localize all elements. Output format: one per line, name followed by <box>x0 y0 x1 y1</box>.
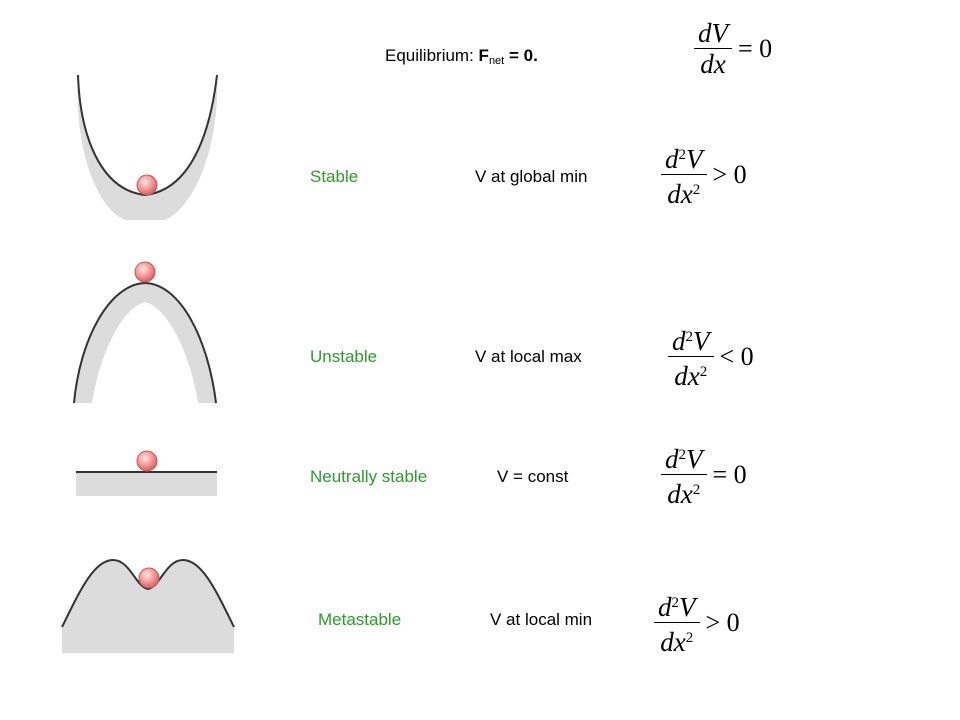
row-label-unstable: Unstable <box>310 347 378 366</box>
relation-neutral: = 0 <box>712 459 747 489</box>
stable-potential-diagram <box>77 75 218 220</box>
equation-unstable: d2V dx2 < 0 <box>668 322 754 391</box>
header-prefix: Equilibrium: <box>385 46 474 65</box>
force-equals: = 0. <box>508 46 538 65</box>
ball-icon <box>136 450 158 472</box>
row-label-metastable: Metastable <box>318 610 402 629</box>
metastable-potential-diagram <box>61 558 235 653</box>
header-equation: dV dx = 0 <box>694 18 772 79</box>
fraction-bar <box>694 48 732 49</box>
header-title: Equilibrium: Fnet = 0. <box>385 46 538 67</box>
equation-neutral: d2V dx2 = 0 <box>661 440 747 509</box>
row-label-neutrally-stable: Neutrally stable <box>310 467 428 486</box>
header-denominator: dx <box>700 49 726 79</box>
force-subscript: net <box>488 55 505 67</box>
relation-unstable: < 0 <box>719 341 754 371</box>
unstable-potential-diagram <box>73 261 217 404</box>
ball-icon <box>138 567 160 589</box>
row-desc-stable: V at global min <box>475 167 588 186</box>
row-label-stable: Stable <box>310 167 359 186</box>
header-fraction: dV dx <box>694 18 732 79</box>
row-desc-neutrally-stable: V = const <box>497 467 569 486</box>
relation-metastable: > 0 <box>705 607 740 637</box>
force-symbol: F <box>478 46 489 65</box>
header-relation: = 0 <box>738 33 773 63</box>
equation-metastable: d2V dx2 > 0 <box>654 588 740 657</box>
row-desc-metastable: V at local min <box>490 610 593 629</box>
header-numerator: dV <box>698 18 728 48</box>
neutral-potential-diagram <box>76 450 217 496</box>
row-desc-unstable: V at local max <box>475 347 582 366</box>
ball-icon <box>136 174 158 196</box>
equation-stable: d2V dx2 > 0 <box>661 140 747 209</box>
ball-icon <box>134 261 156 283</box>
relation-stable: > 0 <box>712 159 747 189</box>
